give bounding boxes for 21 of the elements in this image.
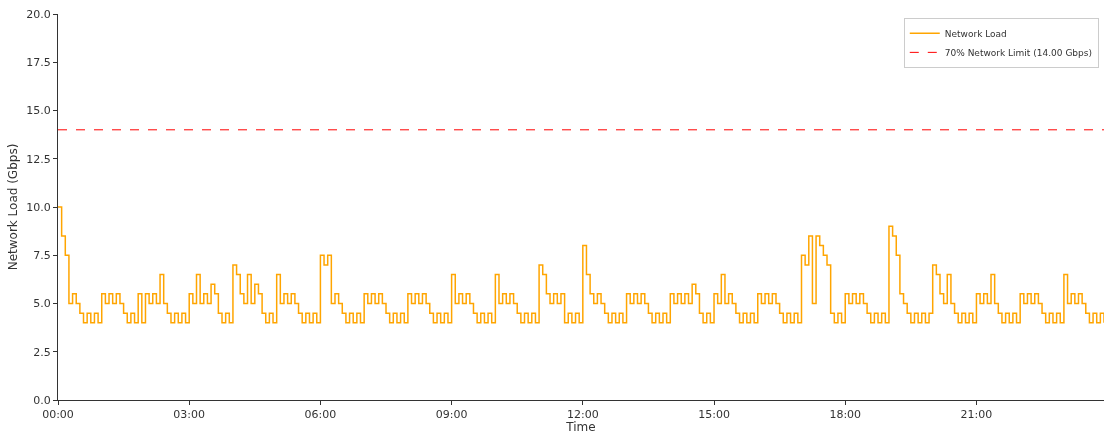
y-tick-label: 0.0 bbox=[33, 393, 51, 407]
x-tick-label: 09:00 bbox=[435, 408, 468, 422]
y-tick-label: 10.0 bbox=[26, 200, 51, 214]
y-tick-label: 17.5 bbox=[26, 56, 51, 70]
x-tick-label: 12:00 bbox=[566, 408, 599, 422]
y-axis-title: Network Load (Gbps) bbox=[5, 143, 20, 271]
y-tick-label: 2.5 bbox=[33, 345, 51, 359]
x-tick-label: 15:00 bbox=[698, 408, 730, 422]
legend-label: 70% Network Limit (14.00 Gbps) bbox=[944, 47, 1092, 58]
y-tick-label: 7.5 bbox=[33, 249, 51, 263]
x-tick-label: 06:00 bbox=[304, 408, 337, 422]
x-tick-label: 03:00 bbox=[173, 408, 206, 422]
x-axis-title: Time bbox=[565, 420, 596, 434]
y-tick-label: 12.5 bbox=[26, 152, 51, 166]
x-tick-label: 18:00 bbox=[829, 408, 862, 422]
y-tick-label: 5.0 bbox=[33, 297, 51, 311]
legend-label: Network Load bbox=[944, 28, 1007, 39]
y-tick-label: 15.0 bbox=[26, 104, 51, 118]
y-tick-label: 20.0 bbox=[26, 7, 51, 21]
x-tick-label: 21:00 bbox=[960, 408, 993, 422]
x-tick-label: 00:00 bbox=[42, 408, 74, 422]
